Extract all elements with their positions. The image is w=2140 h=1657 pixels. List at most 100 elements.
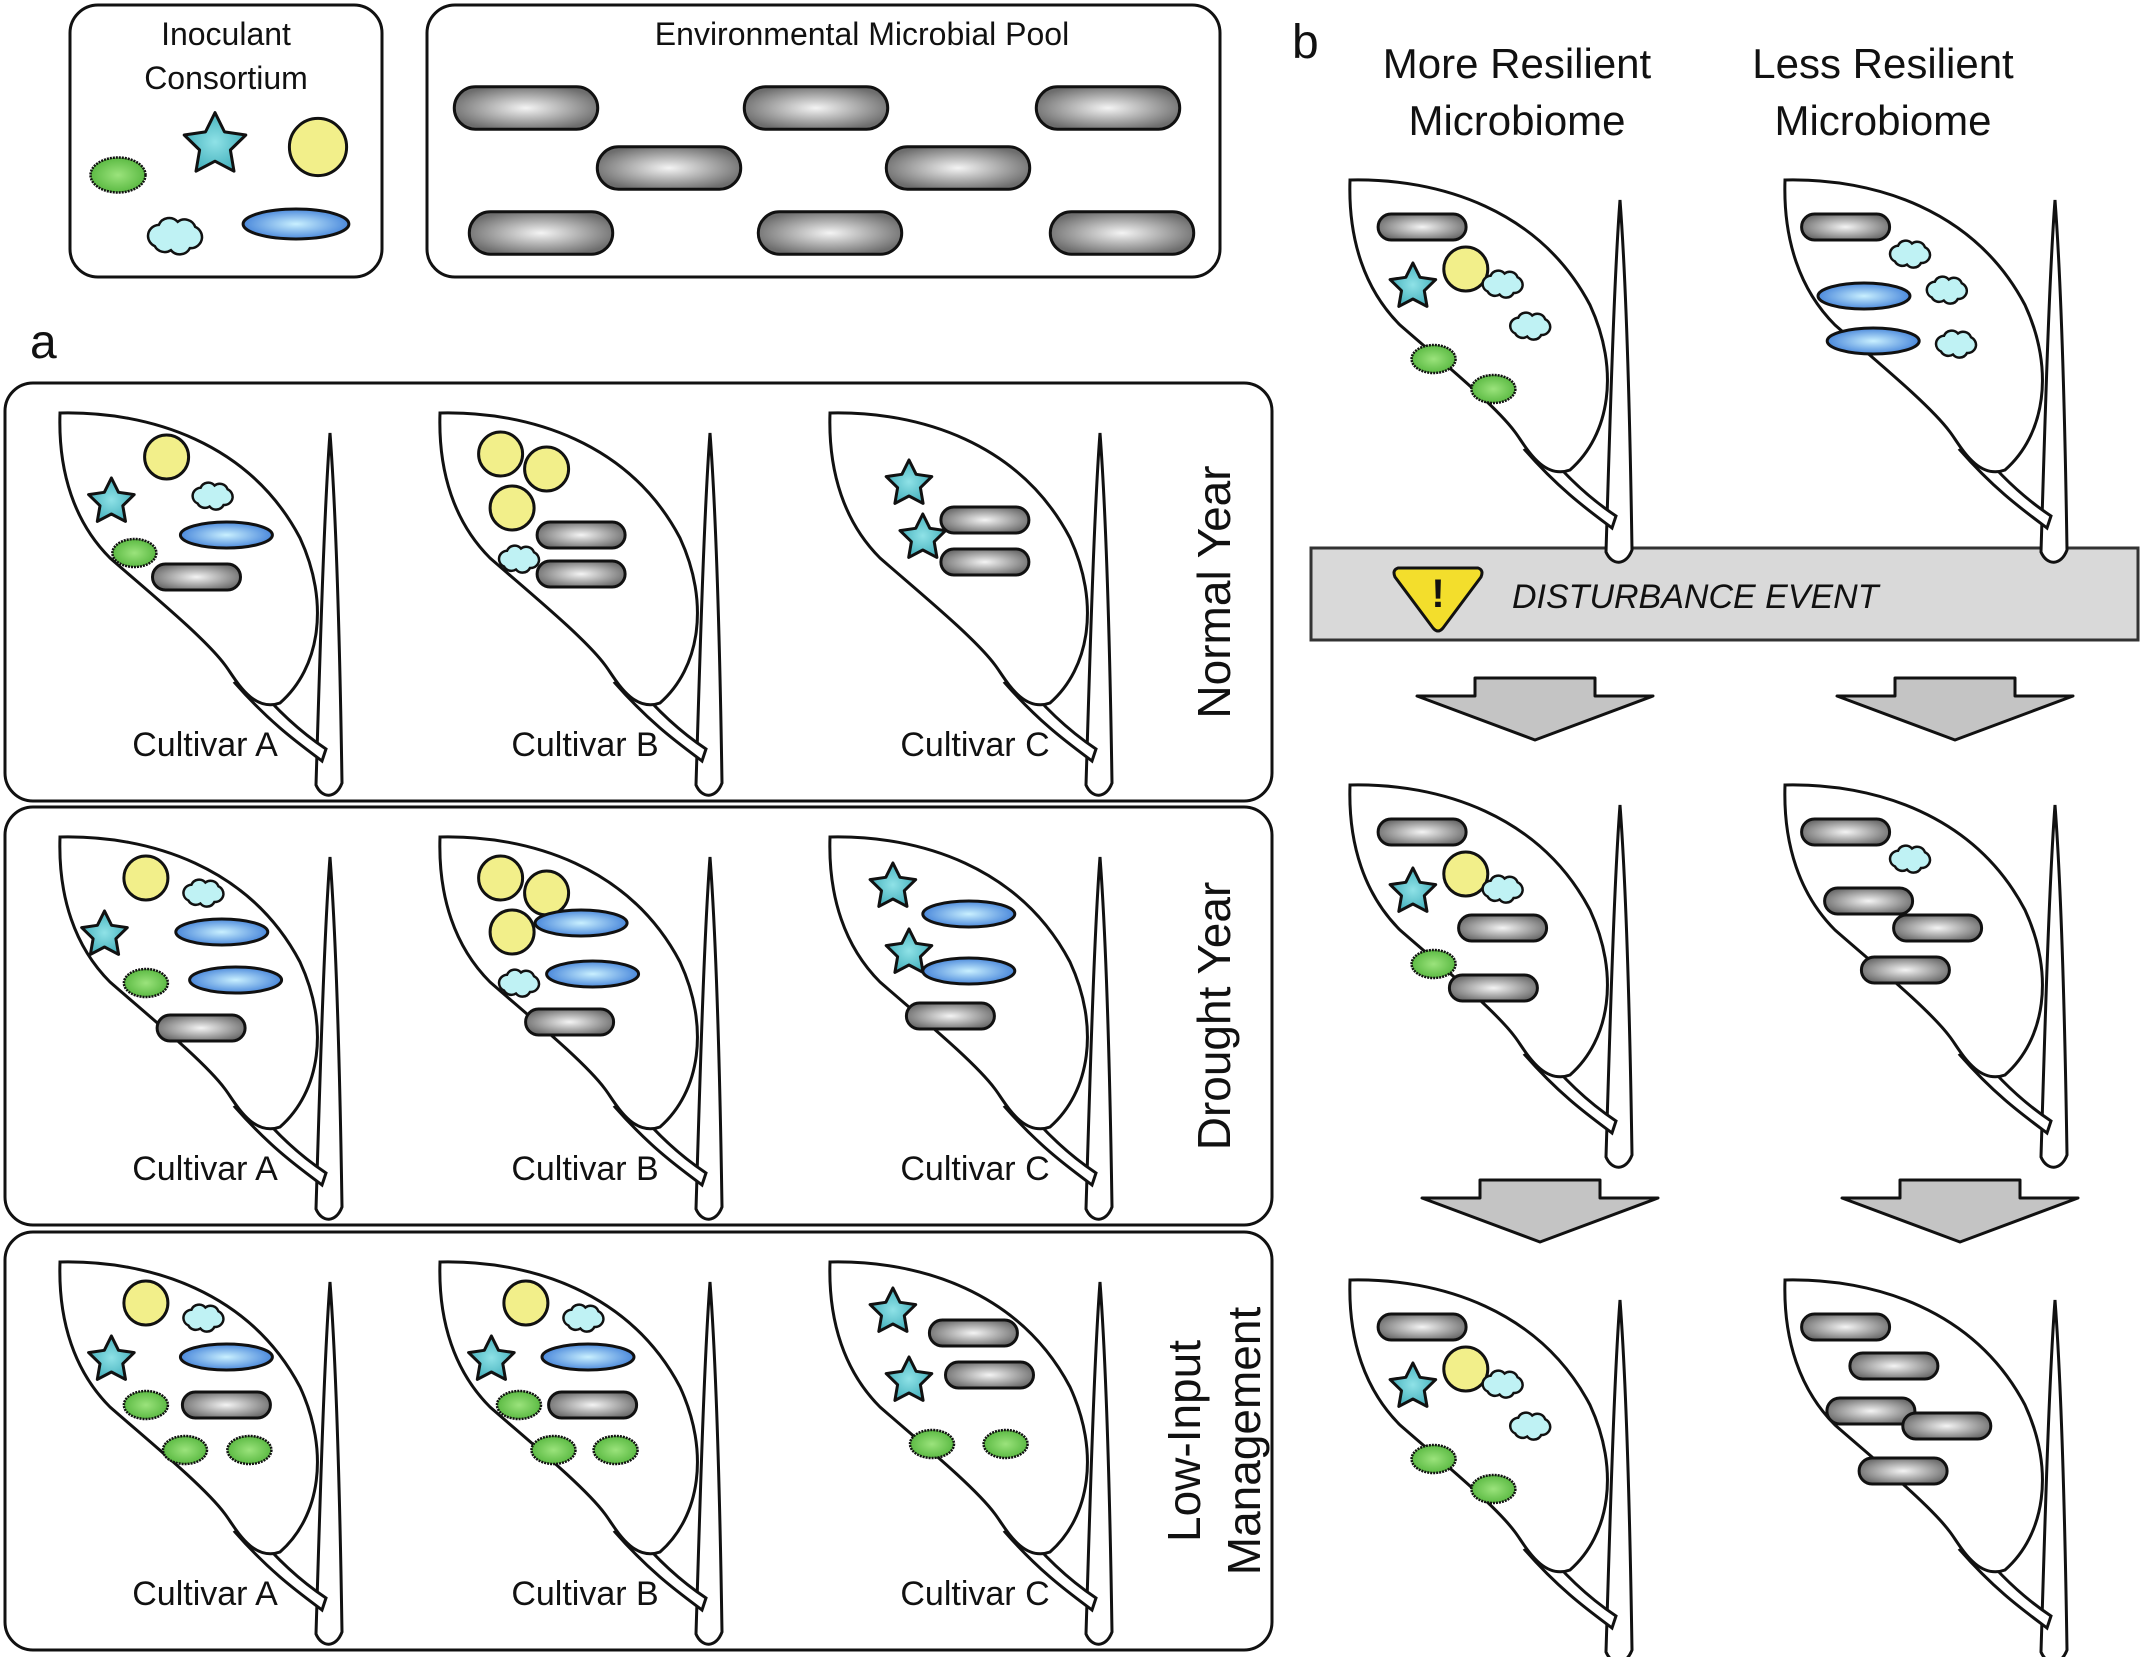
inoculant-title-line2: Consortium (144, 60, 308, 96)
cloud-microbe (146, 216, 204, 256)
rod-microbe (1376, 1312, 1468, 1342)
rod-microbe (1825, 1396, 1917, 1426)
oval-microbe (530, 1434, 577, 1466)
cloud-microbe (1508, 1411, 1552, 1441)
leaf-icon (1348, 178, 1634, 564)
oval-microbe (1470, 1473, 1517, 1505)
cultivar-leaf (828, 835, 1114, 1221)
oval-microbe (495, 1389, 543, 1421)
rod-microbe (1823, 886, 1915, 916)
down-arrow-icon (1835, 676, 2075, 742)
circle-microbe (502, 1279, 550, 1327)
rod-microbe (151, 562, 242, 592)
cultivar-leaf (58, 835, 344, 1221)
cultivar-label: Cultivar C (900, 726, 1049, 764)
leaf-icon (438, 411, 724, 797)
circle-microbe (287, 116, 349, 178)
oval-microbe (982, 1428, 1029, 1460)
pool-microbe-group (452, 85, 1196, 256)
panel-b-label: b (1292, 16, 1319, 69)
condition-label: Low-Input (1158, 1340, 1210, 1542)
cultivar-label: Cultivar C (900, 1575, 1049, 1613)
column-2-title-line2: Microbiome (1774, 97, 1991, 144)
circle-microbe (143, 433, 191, 481)
circle-microbe (1442, 245, 1490, 293)
rod-microbe (742, 85, 890, 131)
ellipse-microbe (241, 207, 351, 241)
leaf-icon (438, 835, 724, 1221)
cloud-microbe (1888, 844, 1932, 874)
rod-microbe (1800, 212, 1892, 242)
oval-microbe (226, 1434, 273, 1466)
resilience-leaf (1348, 783, 1634, 1169)
rod-microbe (1034, 85, 1182, 131)
rod-microbe (1457, 913, 1549, 943)
rod-microbe (1848, 1351, 1940, 1381)
leaf-icon (58, 835, 344, 1221)
warning-triangle-icon: ! (1392, 566, 1484, 633)
down-arrow-icon (1420, 1178, 1660, 1244)
rod-microbe (927, 1318, 1019, 1348)
panel-b (1348, 178, 2069, 1657)
cultivar-leaf (438, 835, 724, 1221)
rod-microbe (155, 1013, 247, 1043)
cloud-microbe (1925, 275, 1969, 305)
rod-microbe (180, 1390, 272, 1420)
rod-microbe (939, 505, 1031, 535)
legend-inoculant-consortium: Inoculant Consortium (68, 3, 384, 279)
resilience-leaf (1348, 1278, 1634, 1657)
rod-microbe (1800, 817, 1892, 847)
star-microbe (80, 909, 129, 956)
condition-row: Drought Year Cultivar A Cultivar B Cultivar… (3, 805, 1274, 1227)
star-microbe (884, 1355, 934, 1402)
cultivar-label: Cultivar C (900, 1150, 1049, 1188)
panel-a-label: a (30, 316, 57, 369)
arrow-group (1415, 676, 2080, 1244)
cloud-microbe (191, 481, 234, 511)
rod-microbe (944, 1360, 1035, 1390)
rod-microbe (884, 145, 1032, 191)
disturbance-label: DISTURBANCE EVENT (1512, 578, 1881, 616)
cloud-microbe (562, 1303, 605, 1333)
rod-microbe (1800, 1312, 1892, 1342)
resilience-leaf (1783, 783, 2069, 1169)
resilience-leaf (1348, 178, 1634, 564)
ellipse-microbe (188, 965, 284, 995)
star-microbe (87, 476, 136, 523)
cultivar-label: Cultivar B (511, 726, 658, 764)
leaf-icon (438, 1260, 724, 1646)
pool-title: Environmental Microbial Pool (655, 16, 1069, 52)
star-microbe (898, 512, 948, 559)
rod-microbe (535, 559, 627, 589)
ellipse-microbe (1825, 326, 1921, 356)
cultivar-leaf (58, 411, 344, 797)
column-1-title-line2: Microbiome (1408, 97, 1625, 144)
cloud-microbe (1934, 329, 1978, 359)
down-arrow-icon (1840, 1178, 2080, 1244)
star-microbe (884, 458, 934, 505)
oval-microbe (122, 1389, 170, 1421)
oval-microbe (111, 537, 158, 569)
circle-microbe (477, 430, 525, 478)
star-microbe (1388, 1361, 1438, 1408)
rod-microbe (904, 1001, 996, 1031)
cultivar-label: Cultivar A (132, 726, 278, 764)
leaf-icon (828, 411, 1114, 797)
ellipse-microbe (178, 520, 274, 550)
star-microbe (868, 861, 918, 908)
cloud-microbe (1888, 239, 1932, 269)
oval-microbe (1410, 948, 1457, 980)
cultivar-leaf (58, 1260, 344, 1646)
ellipse-microbe (174, 917, 270, 947)
legend-environmental-pool: Environmental Microbial Pool (425, 3, 1222, 279)
ellipse-microbe (921, 956, 1017, 986)
circle-microbe (488, 908, 536, 956)
rod-microbe (535, 520, 627, 550)
cloud-microbe (1481, 1369, 1524, 1399)
oval-microbe (1470, 373, 1517, 405)
column-1-title-line1: More Resilient (1383, 40, 1652, 87)
cloud-microbe (1508, 311, 1552, 341)
rod-microbe (547, 1390, 639, 1420)
cultivar-leaf (438, 411, 724, 797)
